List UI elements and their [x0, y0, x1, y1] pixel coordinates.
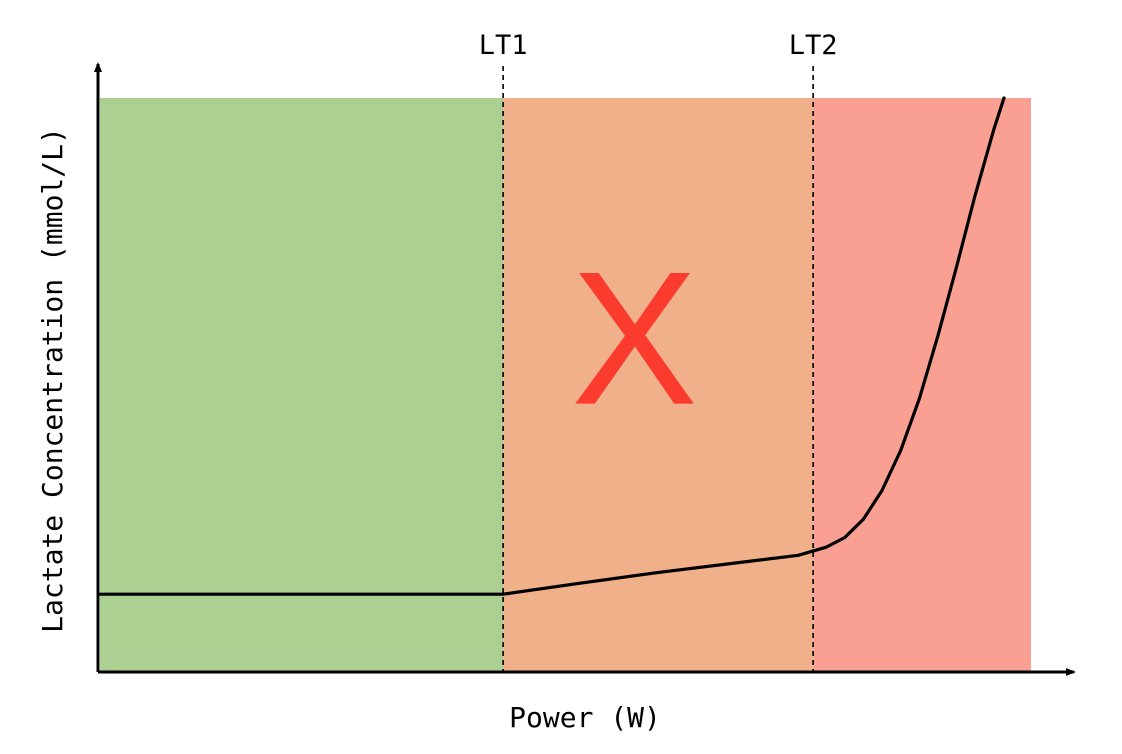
x-mark-label: X — [571, 233, 698, 445]
zone-1 — [100, 98, 504, 671]
annotation-layer: X — [571, 233, 698, 445]
lt2-label: LT2 — [789, 30, 838, 61]
axes — [94, 62, 1076, 676]
threshold-lines: LT1 LT2 — [479, 30, 838, 671]
training-zones — [100, 98, 1031, 671]
lactate-curve-series — [98, 96, 1006, 596]
lt1-label: LT1 — [479, 30, 528, 61]
zone-2 — [503, 98, 814, 671]
lactate-curve-line-1 — [98, 96, 1006, 596]
x-axis-label: Power (W) — [509, 701, 661, 734]
y-axis-label: Lactate Concentration (mmol/L) — [36, 127, 69, 633]
